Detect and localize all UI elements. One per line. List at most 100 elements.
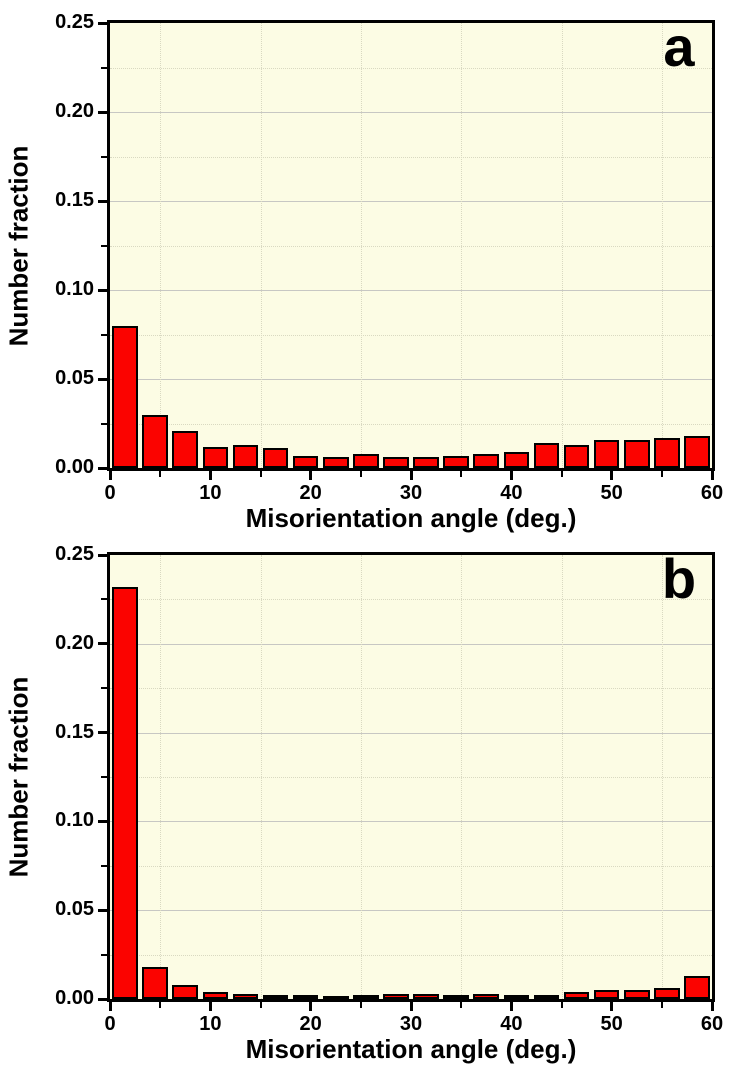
x-major-tick [610, 471, 614, 480]
x-tick-label: 30 [399, 482, 423, 504]
histogram-bar [262, 995, 289, 1000]
gridline-x-minor [561, 555, 563, 999]
gridline-y-minor [110, 245, 712, 247]
histogram-bar [383, 993, 409, 999]
y-major-tick [98, 731, 107, 735]
x-tick-label: 30 [399, 1013, 423, 1035]
gridline-y-major [110, 290, 712, 291]
y-minor-tick [101, 864, 107, 867]
x-tick-label: 60 [700, 482, 724, 504]
gridline-y-major [110, 821, 712, 823]
histogram-bar [232, 444, 259, 468]
histogram-bar [684, 975, 710, 999]
x-major-tick [108, 471, 112, 480]
x-minor-tick [359, 1002, 362, 1008]
gridline-y-minor [110, 156, 712, 158]
y-tick-label: 0.05 [55, 898, 94, 921]
histogram-bar [322, 457, 349, 468]
gridline-y-minor [110, 423, 712, 425]
y-tick-label: 0.00 [55, 456, 94, 478]
histogram-bar [654, 437, 680, 468]
x-minor-tick [560, 471, 563, 477]
histogram-bar [383, 457, 409, 468]
y-major-tick [98, 110, 107, 114]
histogram-bar [623, 439, 650, 468]
histogram-bar [142, 967, 168, 999]
gridline-x-minor [461, 555, 463, 999]
y-major-tick [98, 997, 107, 1001]
x-major-tick [108, 1002, 112, 1011]
y-tick-label: 0.10 [55, 278, 94, 300]
histogram-bar [353, 453, 379, 468]
histogram-bar [202, 446, 229, 468]
x-axis-title-b: Misorientation angle (deg.) [245, 1034, 577, 1064]
x-tick-label: 20 [299, 482, 322, 504]
x-minor-tick [660, 471, 663, 477]
histogram-bar [172, 430, 199, 468]
y-major-tick [98, 466, 107, 470]
x-minor-tick [159, 471, 162, 477]
gridline-y-major [110, 643, 712, 645]
histogram-bar [684, 435, 710, 468]
y-tick-label: 0.20 [55, 631, 94, 654]
gridline-y-major [110, 379, 712, 380]
gridline-y-minor [110, 777, 712, 778]
gridline-y-major [110, 201, 712, 202]
y-minor-tick [101, 776, 107, 778]
histogram-bar [413, 457, 439, 468]
y-tick-label: 0.25 [55, 543, 94, 565]
panel-letter-a: a [663, 15, 695, 78]
x-major-tick [208, 471, 212, 480]
y-axis-title-b: Number fraction [3, 676, 34, 878]
gridline-x-minor [360, 23, 362, 468]
gridline-y-minor [110, 599, 712, 601]
x-tick-label: 20 [299, 1013, 322, 1035]
gridline-y-minor [110, 334, 712, 336]
histogram-bar [353, 995, 379, 1000]
gridline-y-minor [110, 865, 712, 867]
histogram-bar [503, 995, 530, 1000]
y-major-tick [98, 553, 107, 557]
x-major-tick [309, 1002, 313, 1011]
x-major-tick [208, 1002, 212, 1011]
x-minor-tick [460, 1002, 463, 1008]
histogram-bar [533, 995, 560, 1000]
x-major-tick [710, 471, 714, 480]
histogram-bar [292, 455, 319, 468]
x-major-tick [409, 471, 413, 480]
gridline-x-minor [160, 555, 162, 999]
x-tick-label: 0 [104, 482, 116, 504]
y-minor-tick [101, 953, 107, 956]
gridline-x-minor [461, 23, 463, 468]
gridline-x-minor [260, 555, 262, 999]
histogram-bar [593, 990, 620, 999]
y-minor-tick [101, 598, 107, 601]
x-major-tick [509, 471, 513, 480]
histogram-bar [292, 995, 319, 1000]
histogram-bar [503, 451, 530, 468]
x-major-tick [309, 471, 313, 480]
histogram-bar [623, 990, 650, 999]
histogram-bar [262, 448, 289, 468]
x-tick-label: 40 [500, 1013, 523, 1035]
x-tick-label: 10 [199, 1013, 222, 1035]
x-tick-label: 50 [600, 482, 623, 504]
y-tick-label: 0.05 [55, 367, 94, 389]
x-minor-tick [660, 1002, 663, 1008]
x-minor-tick [259, 1002, 262, 1008]
x-minor-tick [359, 471, 362, 477]
y-major-tick [98, 21, 107, 25]
y-tick-label: 0.10 [55, 809, 94, 832]
y-major-tick [98, 642, 107, 646]
x-tick-label: 60 [700, 1013, 724, 1035]
y-tick-label: 0.15 [55, 720, 94, 743]
x-tick-label: 40 [500, 482, 523, 504]
x-minor-tick [159, 1002, 162, 1008]
histogram-bar [533, 443, 560, 468]
gridline-x-minor [360, 555, 362, 999]
gridline-x-minor [160, 23, 162, 468]
y-major-tick [98, 819, 107, 823]
y-major-tick [98, 377, 107, 381]
plot-area-b [110, 555, 712, 1000]
y-minor-tick [101, 333, 107, 336]
